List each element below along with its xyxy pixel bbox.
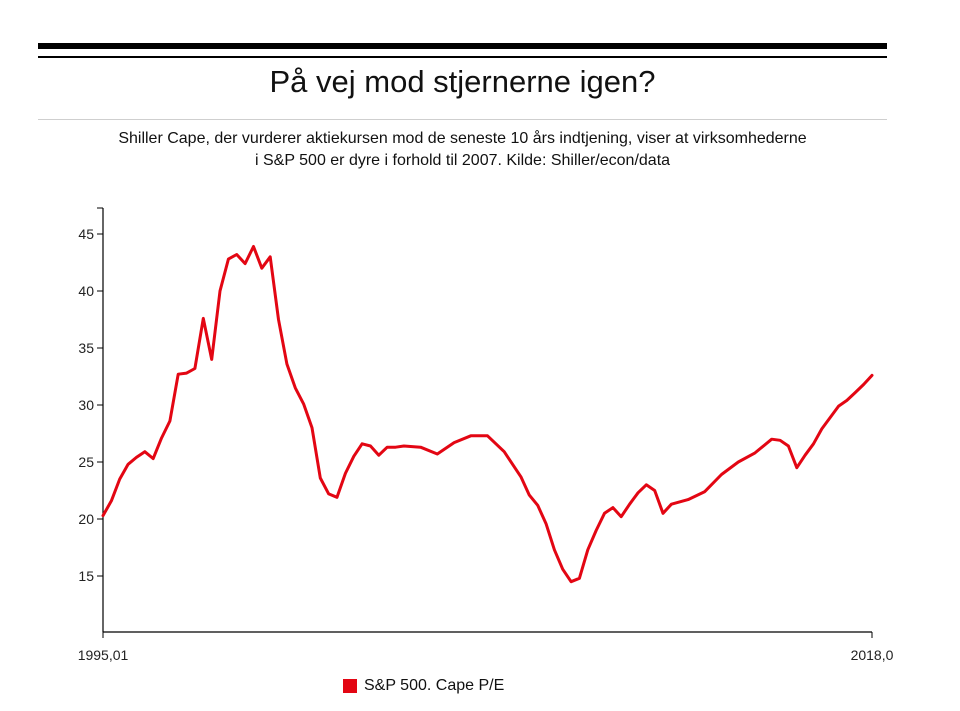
x-axis: 1995,01 2018,0 — [78, 631, 894, 663]
y-tick-label-35: 35 — [78, 340, 94, 356]
legend: S&P 500. Cape P/E — [343, 676, 504, 696]
y-tick-label-40: 40 — [78, 283, 94, 299]
x-tick-label-1: 2018,0 — [851, 647, 894, 663]
legend-swatch — [343, 679, 357, 693]
x-tick-label-0: 1995,01 — [78, 647, 129, 663]
series-line-0 — [101, 245, 874, 584]
y-axis: 15 20 25 30 35 40 45 — [78, 207, 104, 632]
y-tick-label-30: 30 — [78, 397, 94, 413]
subtitle-line-1: Shiller Cape, der vurderer aktiekursen m… — [118, 130, 807, 147]
y-tick-label-15: 15 — [78, 568, 94, 584]
y-tick-label-25: 25 — [78, 454, 94, 470]
subtitle-line-2: i S&P 500 er dyre i forhold til 2007. Ki… — [254, 152, 671, 169]
series-layer — [101, 245, 874, 584]
chart-subtitle: Shiller Cape, der vurderer aktiekursen m… — [38, 128, 887, 172]
header-rule-thin — [38, 56, 887, 58]
y-tick-label-20: 20 — [78, 511, 94, 527]
y-tick-label-45: 45 — [78, 226, 94, 242]
chart-title: På vej mod stjernerne igen? — [269, 64, 656, 99]
title-divider — [38, 119, 887, 120]
header-rule-thick — [38, 43, 887, 49]
legend-label: S&P 500. Cape P/E — [364, 677, 505, 694]
